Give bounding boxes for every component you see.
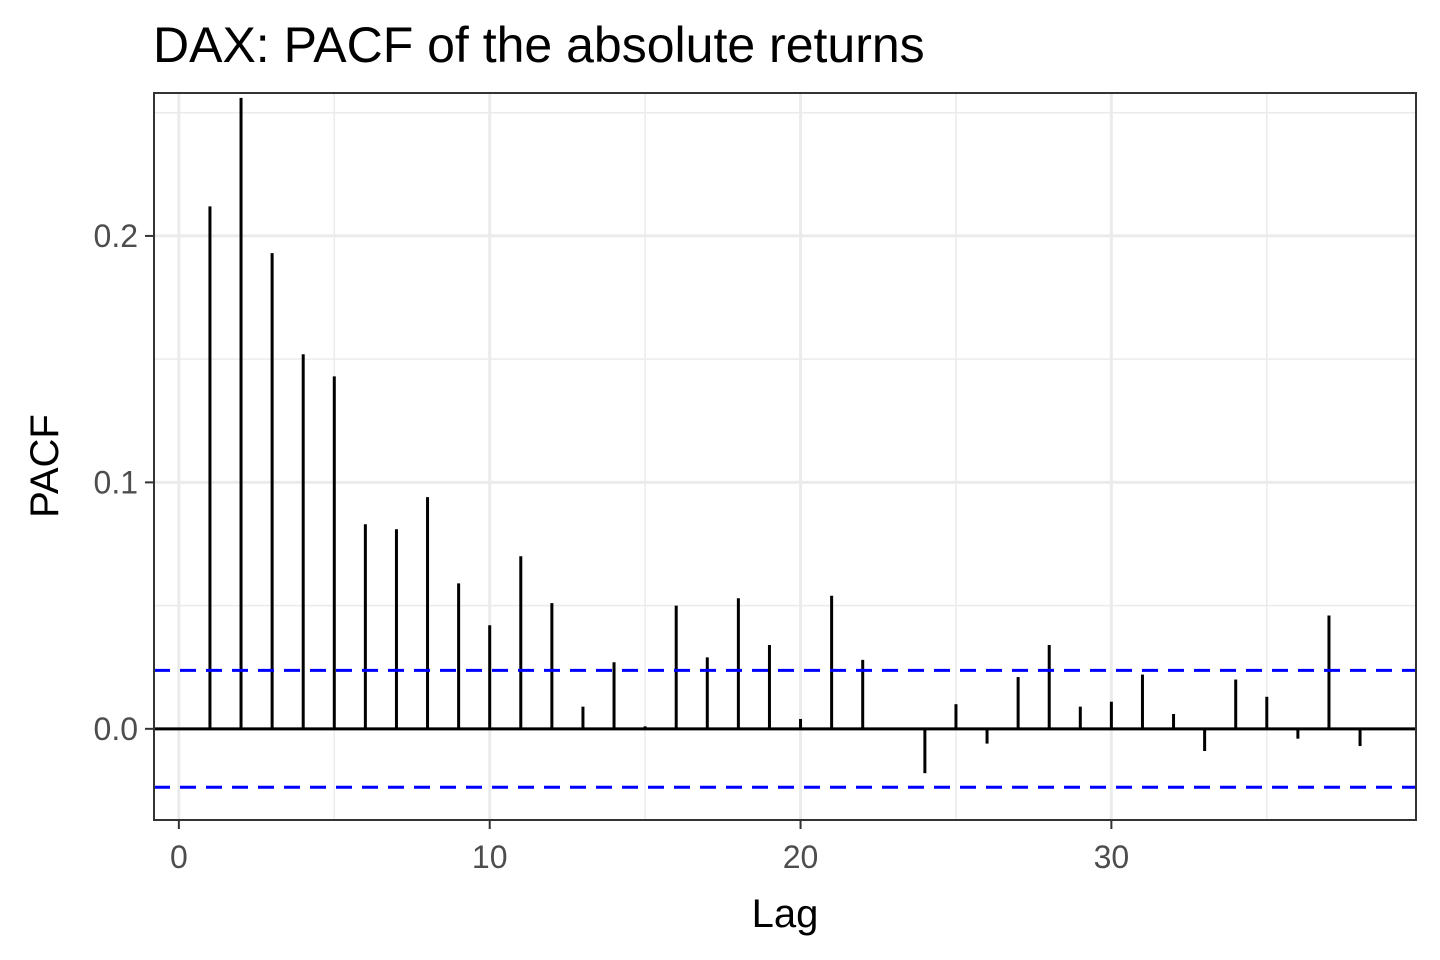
y-axis-title: PACF bbox=[23, 414, 67, 518]
y-axis-ticks: 0.0 0.1 0.2 bbox=[94, 218, 154, 747]
panel-border bbox=[153, 92, 1417, 821]
y-tick-label: 0.2 bbox=[94, 218, 138, 254]
chart-title: DAX: PACF of the absolute returns bbox=[153, 17, 925, 73]
x-tick-label: 30 bbox=[1094, 839, 1130, 875]
x-axis-ticks: 0 10 20 30 bbox=[170, 820, 1129, 875]
pacf-bars bbox=[208, 97, 1362, 774]
x-tick-label: 0 bbox=[170, 839, 188, 875]
plot-panel bbox=[154, 93, 1416, 820]
y-tick-label: 0.0 bbox=[94, 711, 138, 747]
x-tick-label: 20 bbox=[783, 839, 819, 875]
major-gridlines bbox=[154, 93, 1416, 820]
x-axis-title: Lag bbox=[752, 892, 819, 936]
x-tick-label: 10 bbox=[472, 839, 508, 875]
y-tick-label: 0.1 bbox=[94, 464, 138, 500]
minor-gridlines bbox=[154, 93, 1416, 820]
